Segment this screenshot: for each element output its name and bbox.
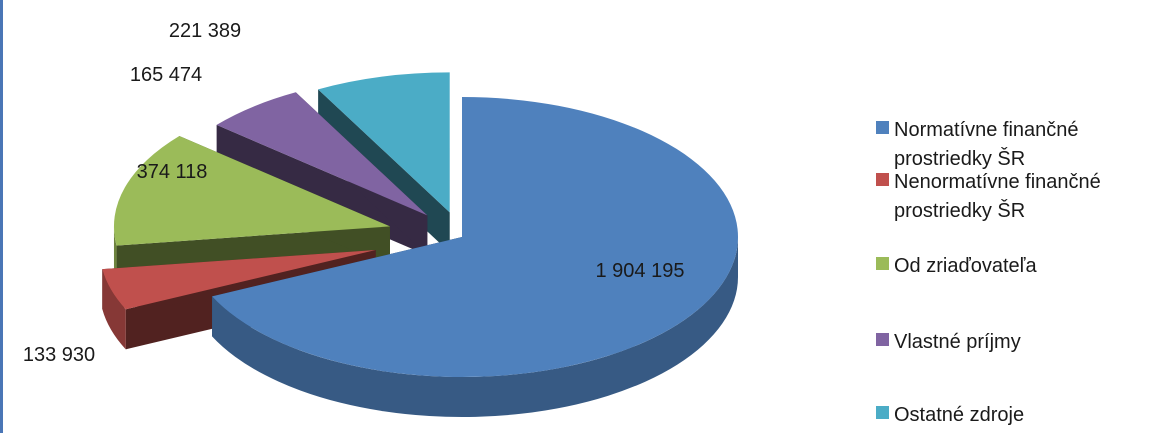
legend-item-zriadovatel: Od zriaďovateľa: [876, 252, 1149, 281]
pie-slice-rim: [212, 237, 738, 417]
pie-chart: 1 904 195 133 930 374 118 165 474 221 389: [23, 20, 738, 417]
legend-swatch: [876, 173, 889, 186]
legend-item-vlastne-prijmy: Vlastné príjmy: [876, 328, 1149, 357]
pie-data-labels: 1 904 195 133 930 374 118 165 474 221 389: [23, 20, 685, 366]
legend-item-ostatne-zdroje: Ostatné zdroje: [876, 401, 1149, 430]
data-label-2: 374 118: [137, 161, 208, 183]
pie-slices: [102, 72, 738, 417]
legend-swatch: [876, 121, 889, 134]
pie-slice-0: [212, 97, 738, 417]
pie-slice-2: [113, 135, 390, 286]
legend-swatch: [876, 257, 889, 270]
legend-label: Ostatné zdroje: [894, 404, 1025, 426]
chart-frame-border: [0, 0, 3, 433]
legend-swatch: [876, 333, 889, 346]
pie-slice-top: [102, 249, 376, 310]
data-label-1: 133 930: [23, 344, 95, 366]
data-label-4: 221 389: [169, 20, 241, 42]
legend-label: Nenormatívne finančné prostriedky ŠR: [894, 171, 1101, 222]
data-label-0: 1 904 195: [596, 260, 685, 282]
legend-item-nenormativne: Nenormatívne finančné prostriedky ŠR: [876, 168, 1149, 226]
pie-slice-top: [212, 97, 738, 377]
legend-label: Vlastné príjmy: [894, 331, 1021, 353]
legend-item-normativne: Normatívne finančné prostriedky ŠR: [876, 116, 1149, 174]
legend-swatch: [876, 406, 889, 419]
data-label-3: 165 474: [130, 64, 202, 86]
pie-slice-top: [113, 135, 390, 246]
pie-slice-top: [318, 72, 450, 213]
legend-label: Od zriaďovateľa: [894, 255, 1037, 277]
legend-label: Normatívne finančné prostriedky ŠR: [894, 119, 1079, 170]
pie-slice-rim: [102, 269, 126, 350]
pie-slice-top: [216, 92, 428, 216]
